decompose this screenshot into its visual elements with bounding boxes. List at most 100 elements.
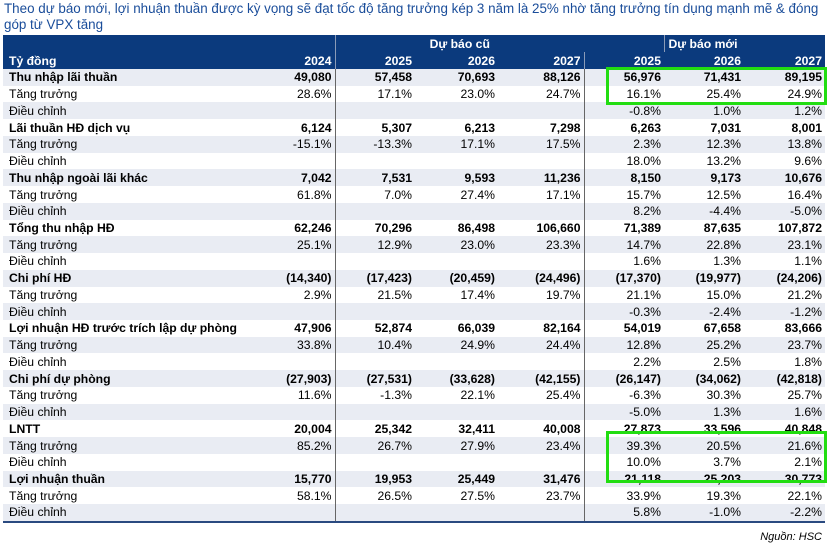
cell-value xyxy=(255,202,336,220)
cell-value: 19.7% xyxy=(498,286,585,304)
forecast-table: Dự báo cũ Dự báo mới Tỷ đồng 2024 2025 2… xyxy=(3,35,825,523)
cell-value: 27.4% xyxy=(460,187,495,202)
cell-value: 25.1% xyxy=(255,236,336,254)
cell-value: 20.5% xyxy=(664,437,744,454)
cell-value: -15.1% xyxy=(255,135,336,153)
cell-value: 23.7% xyxy=(744,336,825,354)
cell-value: (27,531) xyxy=(335,370,415,387)
table-row: Tăng trưởng 33.8% 10.4% 24.9% 24.4% 12.8% 25.2… xyxy=(3,336,825,354)
cell-value: 15.0% xyxy=(706,287,741,302)
cell-value: -1.3% xyxy=(380,388,412,403)
cell-value: (42,818) xyxy=(744,370,825,387)
row-label: Tăng trưởng xyxy=(9,87,78,102)
row-label: Chi phí dự phòng xyxy=(3,370,255,387)
row-label: Lợi nhuận thuần xyxy=(3,470,255,488)
cell-value: 22.1% xyxy=(787,488,822,503)
cell-value: 33.8% xyxy=(255,336,336,354)
cell-value: (17,370) xyxy=(584,269,664,287)
cell-value: 25,449 xyxy=(415,470,498,488)
cell-value: -0.3% xyxy=(584,303,664,321)
cell-value: 23.0% xyxy=(460,87,495,102)
row-label: Điều chỉnh xyxy=(9,154,67,169)
cell-value: 6,213 xyxy=(464,120,496,135)
cell-value: 7,531 xyxy=(335,169,415,187)
unit-label: Tỷ đồng xyxy=(3,52,255,69)
cell-value: 25.4% xyxy=(706,87,741,102)
row-label: LNTT xyxy=(9,421,41,436)
cell-value: 17.5% xyxy=(498,135,585,153)
cell-value: 7,042 xyxy=(255,169,336,187)
cell-value: (20,459) xyxy=(415,269,498,287)
cell-value: 61.8% xyxy=(255,186,336,203)
header-group-row: Dự báo cũ Dự báo mới xyxy=(3,35,825,52)
cell-value: 7,298 xyxy=(498,119,585,136)
highlight-box-net-interest xyxy=(606,67,827,105)
year-header: 2026 xyxy=(415,52,498,69)
cell-value: 28.6% xyxy=(255,85,336,103)
table-row: Tăng trưởng -15.1% -13.3% 17.1% 17.5% 2.3% 12.… xyxy=(3,135,825,153)
cell-value: 9.6% xyxy=(794,154,822,169)
cell-value: (24,206) xyxy=(744,269,825,287)
cell-value xyxy=(335,504,415,523)
cell-value: 85.2% xyxy=(255,437,336,454)
cell-value xyxy=(498,504,585,523)
cell-value: 31,476 xyxy=(498,470,585,488)
row-label: Điều chỉnh xyxy=(9,254,67,269)
cell-value: -13.3% xyxy=(335,135,415,153)
cell-value: 54,019 xyxy=(623,321,661,336)
cell-value: 19,953 xyxy=(335,470,415,488)
cell-value xyxy=(255,102,336,120)
table-row: Lãi thuần HĐ dịch vụ 6,124 5,307 6,213 7,298… xyxy=(3,119,825,136)
cell-value: 24.9% xyxy=(415,336,498,354)
cell-value: 2.3% xyxy=(584,135,664,153)
cell-value: 106,660 xyxy=(498,219,585,237)
cell-value: 58.1% xyxy=(255,487,336,505)
cell-value: 21.1% xyxy=(626,287,661,302)
cell-value: 89,195 xyxy=(744,69,825,86)
row-label: Tăng trưởng xyxy=(3,336,255,354)
cell-value: 67,658 xyxy=(703,321,741,336)
cell-value: -2.4% xyxy=(664,303,744,321)
cell-value xyxy=(498,453,585,471)
table-row: Điều chỉnh 8.2% -4.4% -5.0% xyxy=(3,202,825,220)
cell-value: 1.6% xyxy=(744,403,825,421)
cell-value: 87,635 xyxy=(703,220,741,235)
cell-value: 2.5% xyxy=(713,354,741,369)
cell-value: 17.1% xyxy=(415,135,498,153)
cell-value: 15,770 xyxy=(255,470,336,488)
cell-value: 24.7% xyxy=(498,85,585,103)
cell-value: 15.7% xyxy=(626,187,661,202)
cell-value: 14.7% xyxy=(584,236,664,254)
cell-value: 5.8% xyxy=(584,504,664,523)
cell-value xyxy=(335,253,415,270)
table-row: Điều chỉnh 5.8% -1.0% -2.2% xyxy=(3,504,825,523)
cell-value xyxy=(415,102,498,120)
table-row: Thu nhập lãi thuần 49,080 57,458 70,693 88,1… xyxy=(3,69,825,86)
cell-value xyxy=(255,504,336,523)
cell-value: 7.0% xyxy=(384,187,412,202)
cell-value: (27,903) xyxy=(255,370,336,387)
cell-value: 9,173 xyxy=(664,169,744,187)
cell-value: 17.4% xyxy=(460,287,495,302)
row-label: Chi phí HĐ xyxy=(3,269,255,287)
cell-value: 86,498 xyxy=(457,220,495,235)
table-row: Điều chỉnh -0.3% -2.4% -1.2% xyxy=(3,303,825,321)
cell-value: 10.4% xyxy=(335,336,415,354)
cell-value: 2.9% xyxy=(255,286,336,304)
cell-value: 56,976 xyxy=(584,69,664,86)
year-header: 2024 xyxy=(255,52,336,69)
cell-value: -4.4% xyxy=(664,202,744,220)
row-label: Lãi thuần HĐ dịch vụ xyxy=(9,120,131,135)
cell-value xyxy=(255,403,336,421)
cell-value: 19.3% xyxy=(706,488,741,503)
cell-value: 66,039 xyxy=(457,321,495,336)
table-row: Chi phí dự phòng (27,903) (27,531) (33,628)… xyxy=(3,370,825,387)
cell-value xyxy=(498,353,585,371)
cell-value: 21.2% xyxy=(787,287,822,302)
cell-value xyxy=(255,303,336,321)
table-row: Tăng trưởng 2.9% 21.5% 17.4% 19.7% 21.1% 15.0%… xyxy=(3,286,825,304)
cell-value xyxy=(255,353,336,371)
cell-value xyxy=(498,303,585,321)
row-label: Thu nhập lãi thuần xyxy=(3,69,255,86)
table-row: Tăng trưởng 28.6% 17.1% 23.0% 24.7% 16.1% 25.4… xyxy=(3,85,825,103)
